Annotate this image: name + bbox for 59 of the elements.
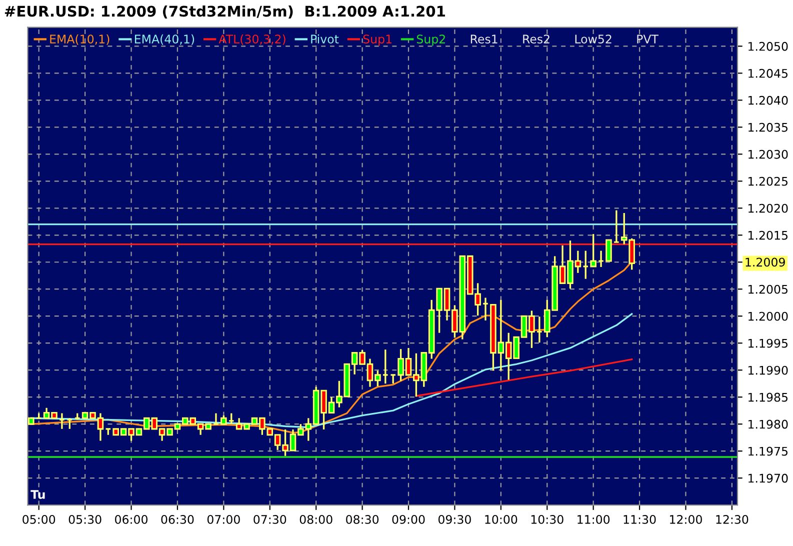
annotation: Res1 <box>470 34 498 44</box>
y-tick-label: 1.2030 <box>748 150 788 159</box>
x-tick-label: 11:00 <box>578 514 610 524</box>
x-tick-label: 09:30 <box>438 514 471 524</box>
candlestick <box>390 374 396 384</box>
legend-label: Sup1 <box>363 34 392 46</box>
y-tick-label: 1.2050 <box>748 42 788 51</box>
y-tick-label: 1.2020 <box>748 204 788 213</box>
x-tick-label: 10:00 <box>485 514 518 524</box>
candlestick <box>582 250 589 280</box>
candlestick <box>58 412 66 430</box>
annotation: Low52 <box>575 34 612 44</box>
x-tick-label: 10:30 <box>531 514 564 524</box>
x-tick-label: 05:00 <box>22 514 56 524</box>
candlestick <box>382 348 389 384</box>
legend-label: Sup2 <box>416 34 445 46</box>
legend-label: EMA(10,1) <box>50 34 110 45</box>
candlestick <box>598 250 604 268</box>
x-tick-label: 07:30 <box>254 514 286 524</box>
text: 1.2009 <box>746 258 785 267</box>
candlestick <box>482 296 489 322</box>
y-tick-label: 1.1985 <box>748 392 788 402</box>
candlestick <box>228 412 235 425</box>
y-tick-label: 1.2025 <box>748 176 788 186</box>
y-tick-label: 1.2040 <box>748 96 788 105</box>
y-tick-label: 1.2005 <box>748 284 788 294</box>
x-tick-label: 11:30 <box>624 514 656 524</box>
chart-title: #EUR.USD: 1.2009 (7Std32Min/5m) B:1.2009 A:1.201 <box>4 5 445 18</box>
candlestick <box>606 239 612 262</box>
candlestick <box>590 233 596 268</box>
y-tick-label: 1.1970 <box>748 474 788 483</box>
x-tick-label: 09:00 <box>392 514 425 524</box>
y-tick-label: 1.2035 <box>748 122 788 132</box>
x-tick-label: 08:00 <box>300 514 332 524</box>
y-tick-label: 1.1980 <box>748 420 788 429</box>
x-tick-label: 07:00 <box>207 514 240 524</box>
x-tick-label: 06:30 <box>161 514 194 524</box>
x-tick-label: 05:30 <box>68 514 102 524</box>
candlestick <box>613 209 620 243</box>
y-tick-label: 1.2000 <box>748 312 788 321</box>
x-tick-label: 08:30 <box>346 514 379 524</box>
legend-label: Pivot <box>311 34 339 44</box>
annotation: Res2 <box>523 34 550 44</box>
x-tick-label: 12:00 <box>670 514 702 524</box>
legend-label: EMA(40,1) <box>134 34 194 45</box>
y-tick-label: 1.1990 <box>748 366 788 375</box>
annotation: PVT <box>637 34 658 44</box>
x-tick-label: 06:00 <box>115 514 148 524</box>
annotation: Tu <box>30 490 45 499</box>
candlestick <box>212 412 220 425</box>
x-tick-label: 12:30 <box>716 514 748 524</box>
y-tick-label: 1.2045 <box>748 68 788 78</box>
line-series <box>415 358 633 397</box>
legend-label: ATL(30,3,2) <box>218 34 286 45</box>
candlestick <box>536 316 543 344</box>
y-tick-label: 1.2015 <box>748 230 788 240</box>
y-tick-label: 1.1995 <box>748 338 788 348</box>
candlestick <box>66 417 73 430</box>
y-tick-label: 1.1975 <box>748 446 788 456</box>
